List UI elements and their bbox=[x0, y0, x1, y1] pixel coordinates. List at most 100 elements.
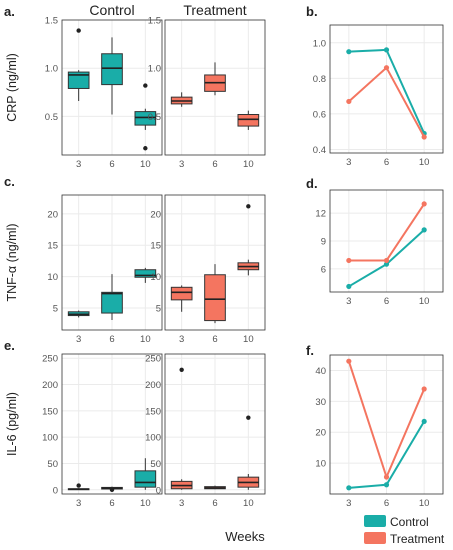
box-iqr bbox=[101, 53, 123, 86]
box-outlier-point bbox=[76, 28, 81, 33]
series-point-treatment bbox=[383, 257, 390, 264]
y-tick-label: 0 bbox=[156, 485, 161, 496]
y-tick-label: 5 bbox=[156, 304, 161, 315]
box-outlier-point bbox=[246, 415, 251, 420]
x-tick-label: 3 bbox=[346, 498, 351, 509]
x-tick-label: 6 bbox=[384, 498, 389, 509]
series-point-treatment bbox=[346, 257, 352, 264]
x-tick-label: 3 bbox=[76, 159, 81, 170]
y-tick-label: 150 bbox=[42, 406, 58, 417]
panel-border bbox=[61, 19, 163, 156]
panel-label: d. bbox=[306, 176, 318, 191]
panel-d: 6 9 12 3 6 10 d. bbox=[306, 176, 444, 307]
box-iqr bbox=[134, 269, 157, 278]
x-tick-label: 10 bbox=[243, 159, 254, 170]
panel-f: 10 20 30 40 3 6 10 f. bbox=[306, 343, 444, 509]
x-tick-label: 6 bbox=[212, 334, 217, 345]
series-point-control bbox=[421, 418, 427, 425]
y-axis-label: TNF-α (ng/ml) bbox=[5, 223, 19, 301]
y-tick-label: 0.5 bbox=[148, 112, 161, 123]
y-tick-label: 10 bbox=[150, 272, 161, 283]
panel-label: b. bbox=[306, 4, 318, 19]
x-tick-label: 6 bbox=[384, 296, 389, 307]
x-tick-label: 10 bbox=[419, 296, 430, 307]
y-axis-label: CRP (ng/ml) bbox=[5, 53, 19, 122]
panel-label: a. bbox=[4, 4, 15, 19]
y-tick-label: 5 bbox=[53, 304, 58, 315]
y-tick-label: 40 bbox=[315, 366, 326, 377]
y-tick-label: 9 bbox=[321, 237, 326, 248]
x-tick-label: 3 bbox=[76, 334, 81, 345]
y-tick-label: 0.6 bbox=[313, 109, 326, 120]
series-point-treatment bbox=[383, 65, 390, 71]
box-outlier-point bbox=[179, 367, 184, 372]
box-iqr bbox=[101, 291, 123, 314]
panel-b: 0.4 0.6 0.8 1.0 3 6 10 b. bbox=[306, 4, 444, 168]
x-tick-label: 3 bbox=[179, 498, 184, 509]
y-tick-label: 100 bbox=[145, 433, 161, 444]
panel-title: Control bbox=[89, 2, 134, 18]
series-point-control bbox=[383, 47, 390, 53]
x-tick-label: 3 bbox=[346, 157, 351, 168]
panel-border bbox=[61, 353, 163, 495]
box-iqr bbox=[134, 111, 157, 126]
x-tick-label: 10 bbox=[419, 498, 430, 509]
x-tick-label: 6 bbox=[384, 157, 389, 168]
y-tick-label: 0.8 bbox=[313, 74, 326, 85]
panel-border bbox=[164, 353, 266, 495]
y-axis-label: IL-6 (pg/ml) bbox=[5, 392, 19, 456]
x-tick-label: 3 bbox=[179, 334, 184, 345]
legend-swatch-control bbox=[364, 515, 386, 527]
x-tick-label: 6 bbox=[109, 498, 114, 509]
box-outlier-point bbox=[246, 204, 251, 209]
x-tick-label: 10 bbox=[419, 157, 430, 168]
chart-panels: 0.5 1.0 1.5 3 6 10 a. Control CRP (ng/ml) 0.5 1.0 1… bbox=[4, 2, 444, 509]
x-tick-label: 10 bbox=[243, 334, 254, 345]
y-tick-label: 20 bbox=[150, 209, 161, 220]
panel-label: f. bbox=[306, 343, 314, 358]
panel-label: e. bbox=[4, 338, 15, 353]
y-tick-label: 200 bbox=[145, 380, 161, 391]
y-tick-label: 30 bbox=[315, 397, 326, 408]
panel-a-control: 0.5 1.0 1.5 3 6 10 a. Control CRP (ng/ml) bbox=[4, 2, 163, 170]
box-outlier-point bbox=[143, 83, 148, 88]
y-tick-label: 50 bbox=[150, 459, 161, 470]
y-tick-label: 0.4 bbox=[313, 145, 326, 156]
x-tick-label: 10 bbox=[140, 159, 151, 170]
panel-title: Treatment bbox=[183, 2, 246, 18]
y-tick-label: 10 bbox=[47, 272, 58, 283]
panel-a-treatment: 0.5 1.0 1.5 3 6 10 Treatment bbox=[148, 2, 266, 170]
panel-border bbox=[329, 354, 444, 495]
panel-c-control: 5 10 15 20 3 6 10 c. TNF-α (ng/ml) bbox=[4, 174, 163, 345]
box-iqr bbox=[67, 71, 90, 89]
y-tick-label: 15 bbox=[47, 241, 58, 252]
x-tick-label: 10 bbox=[243, 498, 254, 509]
box-outlier-point bbox=[76, 483, 81, 488]
y-tick-label: 1.5 bbox=[45, 16, 58, 27]
panel-e-treatment: 0 50 100 150 200 250 3 6 10 bbox=[145, 353, 266, 509]
x-tick-label: 3 bbox=[76, 498, 81, 509]
y-tick-label: 250 bbox=[42, 354, 58, 365]
box-iqr bbox=[204, 274, 226, 322]
series-point-control bbox=[383, 482, 390, 488]
y-tick-label: 6 bbox=[321, 264, 326, 275]
y-tick-label: 250 bbox=[145, 354, 161, 365]
series-point-control bbox=[346, 283, 352, 290]
x-tick-label: 10 bbox=[140, 498, 151, 509]
y-tick-label: 1.0 bbox=[148, 64, 161, 75]
x-tick-label: 3 bbox=[179, 159, 184, 170]
x-tick-label: 6 bbox=[109, 159, 114, 170]
y-tick-label: 0.5 bbox=[45, 112, 58, 123]
y-tick-label: 150 bbox=[145, 406, 161, 417]
x-tick-label: 6 bbox=[212, 498, 217, 509]
box-iqr bbox=[134, 470, 157, 488]
x-tick-label: 6 bbox=[212, 159, 217, 170]
y-tick-label: 15 bbox=[150, 241, 161, 252]
panel-e-control: 0 50 100 150 200 250 3 6 10 e. IL-6 (pg/ml) bbox=[4, 338, 163, 509]
series-point-control bbox=[346, 485, 352, 491]
panel-border bbox=[329, 189, 444, 293]
panel-border bbox=[164, 19, 266, 156]
series-point-treatment bbox=[421, 386, 427, 392]
y-tick-label: 20 bbox=[315, 428, 326, 439]
